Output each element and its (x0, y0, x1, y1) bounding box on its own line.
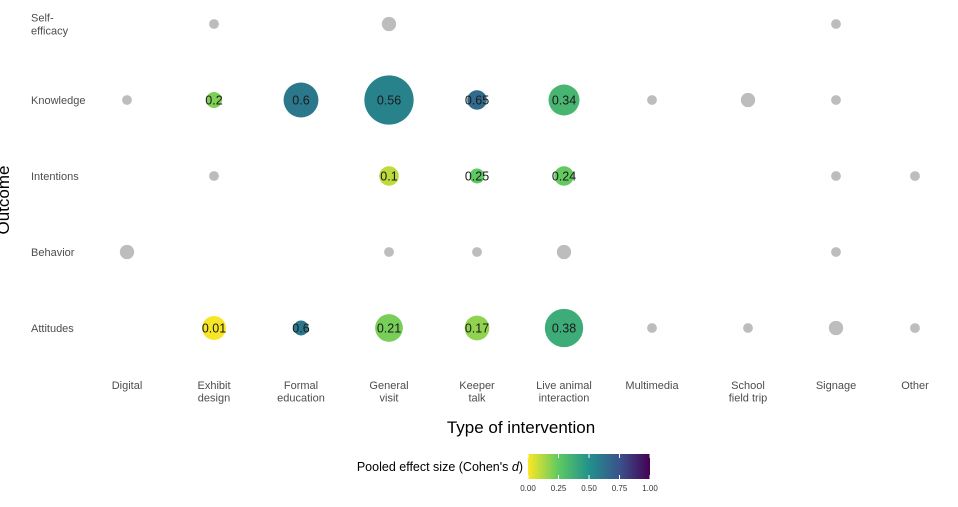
bubble-data-label: 0.34 (552, 94, 576, 108)
x-axis-tick-labels: Digital Exhibit design Formal education Gener… (112, 380, 929, 405)
bubble-point (828, 320, 844, 336)
x-tick-label: Signage (816, 380, 856, 392)
bubble-data-label: 0.25 (465, 170, 489, 184)
bubble-point (831, 95, 841, 105)
bubble-point (384, 247, 394, 257)
y-axis-title: Outcome (0, 166, 13, 235)
y-tick-label: Self-efficacy (31, 13, 69, 38)
bubble-point (647, 323, 657, 333)
bubble-point (910, 323, 920, 333)
bubble-data-label: 0.38 (552, 322, 576, 336)
bubble-point (831, 171, 841, 181)
bubble-point (469, 168, 485, 184)
x-tick-label: Multimedia (625, 380, 679, 392)
x-tick-label: Formal education (277, 380, 325, 405)
colorbar (528, 454, 650, 479)
colorbar-tick-label: 0.50 (581, 484, 597, 493)
x-tick-label: Digital (112, 380, 143, 392)
colorbar-ticks: 0.00 0.25 0.50 0.75 1.00 (520, 454, 658, 493)
bubble-point (209, 171, 219, 181)
bubble-point (364, 75, 414, 125)
bubble-point (464, 315, 490, 341)
bubble-point (740, 92, 756, 108)
bubble-data-label: 0.65 (465, 94, 489, 108)
bubble-point (375, 314, 403, 342)
bubble-point (379, 166, 399, 186)
bubbles-layer: 0.2 0.6 0.56 0.65 0.34 0.1 0.25 0.24 0.01 0.6 0.21… (119, 16, 920, 348)
bubble-point (743, 323, 753, 333)
bubble-data-label: 0.01 (202, 322, 226, 336)
bubble-point (544, 308, 584, 348)
bubble-data-label: 0.56 (377, 94, 401, 108)
x-tick-label: School field trip (729, 380, 768, 405)
bubble-point (206, 92, 222, 108)
bubble-point (202, 316, 226, 340)
bubble-point (122, 95, 132, 105)
bubble-data-label: 0.2 (205, 94, 222, 108)
bubble-point (831, 19, 841, 29)
y-tick-label: Attitudes (31, 323, 74, 335)
bubble-data-label: 0.1 (380, 170, 397, 184)
bubble-point (647, 95, 657, 105)
bubble-data-label: 0.21 (377, 322, 401, 336)
bubble-data-label: 0.6 (292, 322, 309, 336)
bubble-point (554, 166, 574, 186)
bubble-point (293, 320, 309, 336)
bubble-point (283, 82, 319, 118)
colorbar-tick-label: 0.00 (520, 484, 536, 493)
colorbar-legend: Pooled effect size (Cohen's d) 0.00 0.25 0… (357, 454, 658, 493)
y-axis-tick-labels: Self-efficacy Knowledge Intentions Behavior… (31, 13, 85, 336)
bubble-point (119, 244, 135, 260)
colorbar-tick-label: 0.25 (551, 484, 567, 493)
bubble-point (472, 247, 482, 257)
y-tick-label: Knowledge (31, 95, 85, 107)
y-tick-label: Behavior (31, 247, 75, 259)
bubble-point (556, 244, 572, 260)
colorbar-tick-label: 0.75 (612, 484, 628, 493)
x-tick-label: Exhibit design (197, 380, 230, 405)
x-axis-title: Type of intervention (447, 418, 595, 437)
colorbar-tick-label: 1.00 (642, 484, 658, 493)
bubble-point (831, 247, 841, 257)
x-tick-label: Keeper talk (459, 380, 495, 405)
bubble-point (910, 171, 920, 181)
y-tick-label: Intentions (31, 171, 79, 183)
bubble-point (548, 84, 580, 116)
bubble-data-label: 0.6 (292, 94, 309, 108)
x-tick-label: Live animal interaction (536, 380, 592, 405)
bubble-point (381, 16, 397, 32)
x-tick-label: General visit (369, 380, 408, 405)
bubble-data-label: 0.24 (552, 170, 576, 184)
x-tick-label: Other (901, 380, 929, 392)
bubble-data-label: 0.17 (465, 322, 489, 336)
legend-title: Pooled effect size (Cohen's d) (357, 460, 523, 474)
bubble-point (467, 90, 487, 110)
bubble-point (209, 19, 219, 29)
